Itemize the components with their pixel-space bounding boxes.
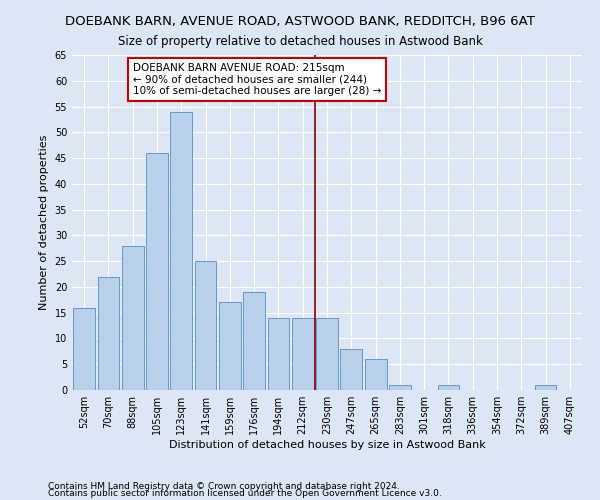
Text: Contains public sector information licensed under the Open Government Licence v3: Contains public sector information licen… bbox=[48, 489, 442, 498]
Bar bbox=[243, 292, 265, 390]
Bar bbox=[437, 385, 460, 390]
Bar bbox=[170, 112, 192, 390]
Text: DOEBANK BARN AVENUE ROAD: 215sqm
← 90% of detached houses are smaller (244)
10% : DOEBANK BARN AVENUE ROAD: 215sqm ← 90% o… bbox=[133, 62, 381, 96]
Bar bbox=[194, 261, 217, 390]
Bar bbox=[389, 385, 411, 390]
Text: Size of property relative to detached houses in Astwood Bank: Size of property relative to detached ho… bbox=[118, 35, 482, 48]
Bar bbox=[365, 359, 386, 390]
Bar bbox=[97, 276, 119, 390]
Bar bbox=[73, 308, 95, 390]
Bar bbox=[219, 302, 241, 390]
Bar bbox=[146, 153, 168, 390]
Bar bbox=[292, 318, 314, 390]
Text: Contains HM Land Registry data © Crown copyright and database right 2024.: Contains HM Land Registry data © Crown c… bbox=[48, 482, 400, 491]
Y-axis label: Number of detached properties: Number of detached properties bbox=[39, 135, 49, 310]
Bar bbox=[122, 246, 143, 390]
Bar bbox=[268, 318, 289, 390]
X-axis label: Distribution of detached houses by size in Astwood Bank: Distribution of detached houses by size … bbox=[169, 440, 485, 450]
Text: DOEBANK BARN, AVENUE ROAD, ASTWOOD BANK, REDDITCH, B96 6AT: DOEBANK BARN, AVENUE ROAD, ASTWOOD BANK,… bbox=[65, 15, 535, 28]
Bar bbox=[316, 318, 338, 390]
Bar bbox=[340, 349, 362, 390]
Bar bbox=[535, 385, 556, 390]
